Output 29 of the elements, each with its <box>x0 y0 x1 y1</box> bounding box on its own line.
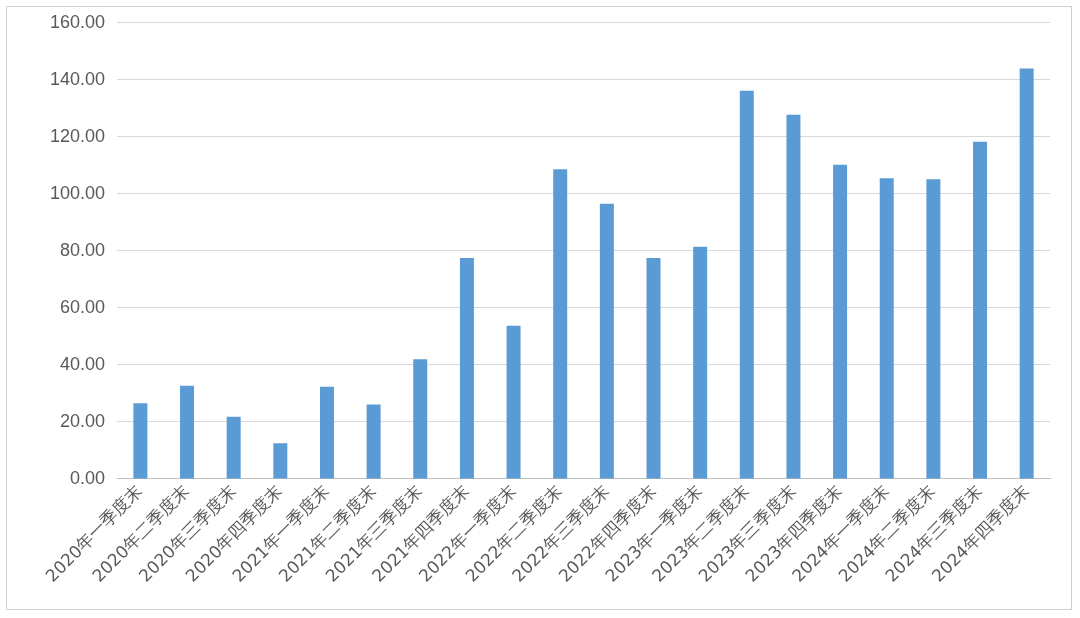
bar <box>180 385 195 479</box>
bar <box>786 114 801 479</box>
bar <box>506 325 521 479</box>
y-tick-label: 100.00 <box>49 182 106 203</box>
bar <box>739 90 754 479</box>
y-tick-label: 60.00 <box>60 296 106 317</box>
bar <box>879 178 894 479</box>
y-tick-label: 160.00 <box>49 11 106 32</box>
y-tick-label: 120.00 <box>49 125 106 146</box>
y-tick-label: 80.00 <box>60 239 106 260</box>
bar <box>599 203 614 479</box>
bar <box>319 386 334 479</box>
bar <box>973 141 988 479</box>
y-tick-label: 40.00 <box>60 353 106 374</box>
bar <box>926 179 941 479</box>
bar <box>553 169 568 479</box>
bar <box>133 403 148 479</box>
bar <box>646 257 661 479</box>
bar <box>226 416 241 479</box>
y-tick-label: 0.00 <box>70 467 106 488</box>
y-tick-label: 140.00 <box>49 68 106 89</box>
bar <box>459 257 474 479</box>
bar <box>1019 68 1034 479</box>
bar <box>693 246 708 479</box>
bar <box>273 443 288 479</box>
bar <box>366 404 381 479</box>
y-tick-label: 20.00 <box>60 410 106 431</box>
bar <box>413 359 428 479</box>
bar <box>833 164 848 479</box>
